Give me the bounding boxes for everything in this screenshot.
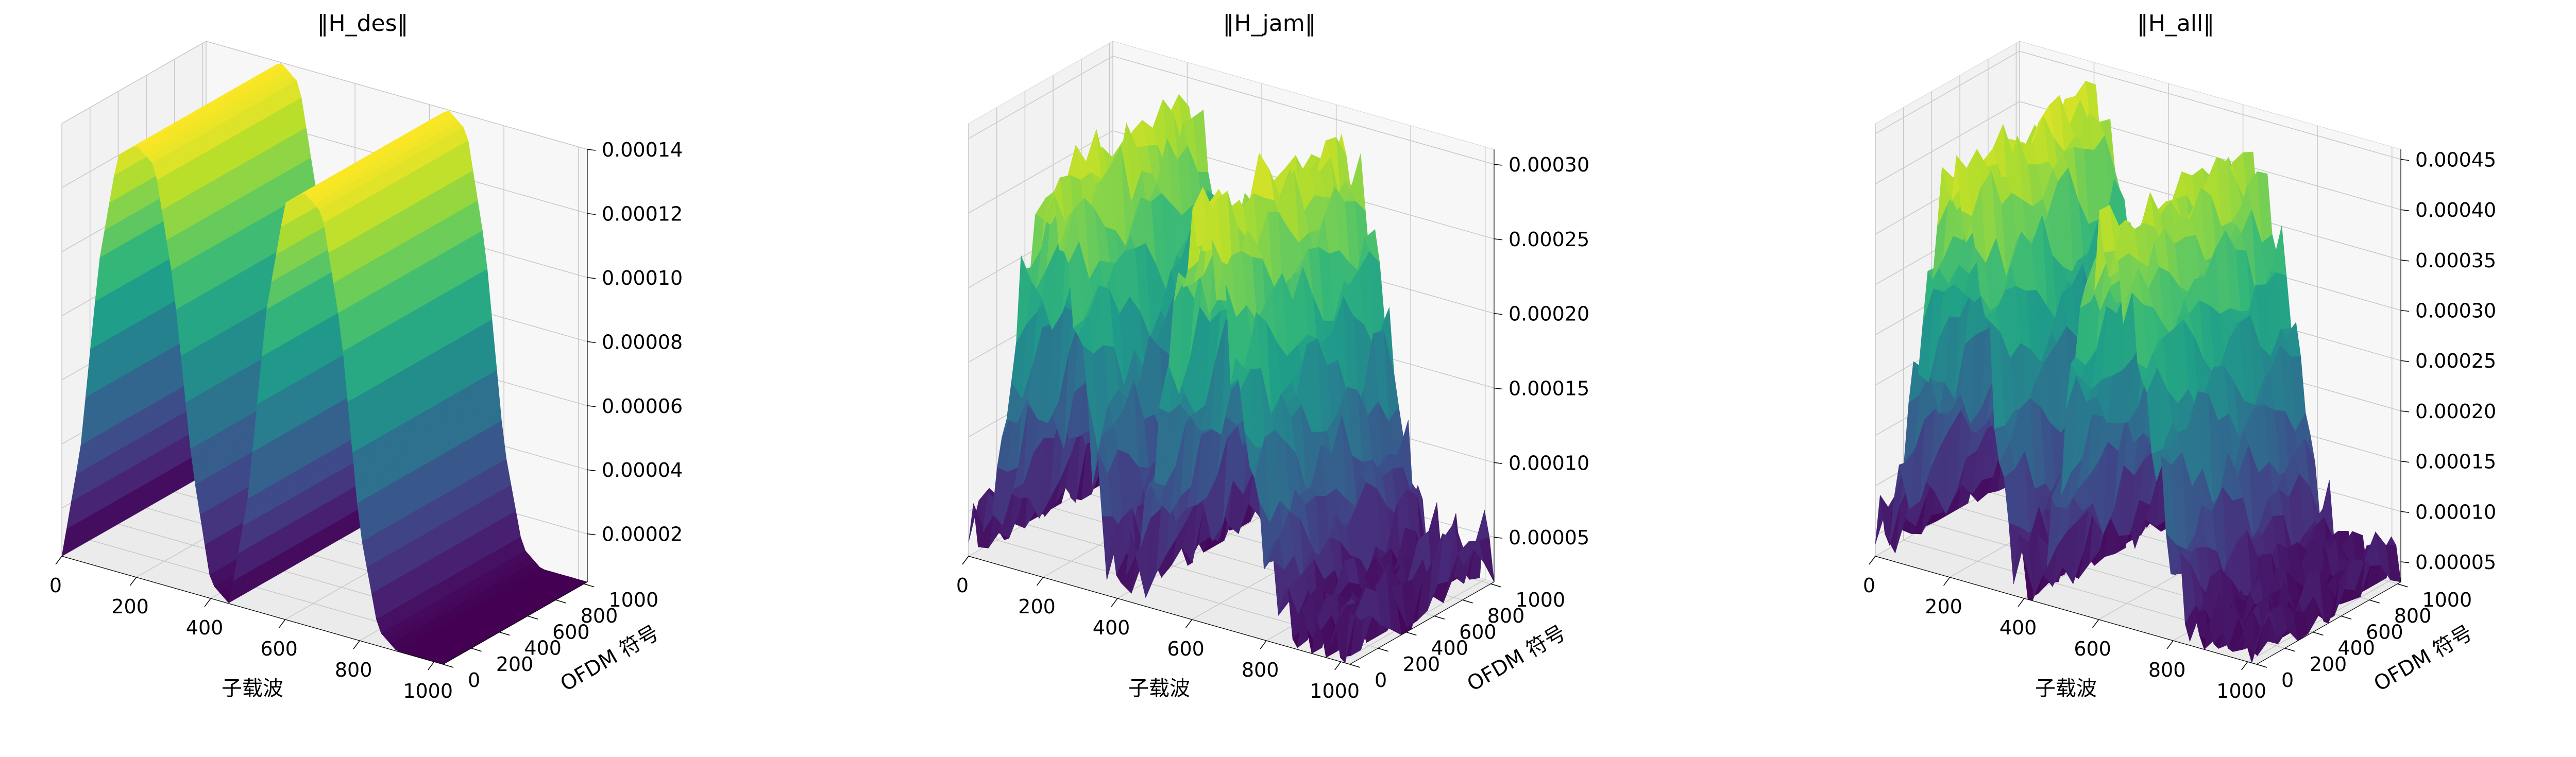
z-tick-label: 0.00025	[2415, 350, 2496, 372]
x-tick-label: 200	[1925, 595, 1962, 618]
y-tick-label: 800	[2394, 605, 2432, 627]
x-axis-label: 子载波	[1128, 677, 1190, 700]
z-tick-label: 0.00035	[2415, 249, 2496, 272]
chart-title-h-jam: ‖H_jam‖	[1223, 10, 1316, 37]
x-tick-label: 1000	[403, 680, 453, 702]
y-tick-label: 0	[2281, 669, 2294, 692]
x-axis-line	[61, 556, 444, 665]
x-tick-label: 0	[49, 574, 62, 597]
x-tick-label: 1000	[1310, 680, 1360, 702]
x-axis-label: 子载波	[222, 677, 283, 700]
y-tick-label: 800	[1487, 605, 1525, 627]
x-axis-label: 子载波	[2035, 677, 2097, 700]
surface-mesh	[1875, 80, 2401, 664]
y-tick-label: 400	[1431, 637, 1468, 660]
y-axis-line	[443, 581, 588, 665]
y-tick-label: 0	[1375, 669, 1387, 692]
y-tick-label: 200	[1403, 653, 1440, 676]
y-tick-label: 400	[524, 637, 562, 660]
z-tick-label: 0.00030	[1509, 153, 1589, 176]
y-tick-label: 1000	[608, 589, 658, 611]
y-tick-label: 400	[2337, 637, 2375, 660]
x-tick-label: 1000	[2216, 680, 2266, 702]
x-tick-label: 600	[2074, 638, 2111, 660]
z-tick-label: 0.00025	[1509, 228, 1589, 251]
x-tick-label: 400	[1999, 616, 2037, 639]
x-tick-label: 400	[186, 616, 224, 639]
z-tick-label: 0.00040	[2415, 199, 2496, 221]
z-tick-label: 0.00020	[2415, 400, 2496, 423]
y-tick-label: 1000	[2422, 589, 2472, 611]
x-tick-label: 800	[2148, 659, 2186, 681]
z-tick-label: 0.00030	[2415, 300, 2496, 322]
x-tick-label: 200	[1018, 595, 1056, 618]
x-tick-label: 600	[1167, 638, 1205, 660]
x-tick-label: 800	[335, 659, 372, 681]
z-tick-label: 0.00010	[1509, 452, 1589, 474]
chart-title-h-des: ‖H_des‖	[317, 10, 409, 37]
z-tick-label: 0.00015	[2415, 451, 2496, 473]
z-tick-label: 0.00004	[602, 459, 683, 481]
x-tick-label: 0	[956, 574, 969, 597]
y-tick-label: 0	[468, 669, 480, 692]
y-tick-label: 200	[2310, 653, 2347, 676]
chart-title-h-all: ‖H_all‖	[2137, 10, 2215, 37]
x-tick-label: 800	[1242, 659, 1279, 681]
z-tick-label: 0.00005	[2415, 551, 2496, 574]
y-axis-line	[2256, 581, 2401, 665]
y-tick-label: 600	[1459, 621, 1497, 643]
z-tick-label: 0.00014	[602, 139, 683, 161]
z-tick-label: 0.00006	[602, 395, 683, 418]
z-tick-label: 0.00045	[2415, 149, 2496, 171]
y-tick-label: 800	[581, 605, 618, 627]
surface-mesh	[61, 64, 588, 665]
surface-mesh	[968, 94, 1495, 664]
y-tick-label: 200	[496, 653, 534, 676]
z-tick-label: 0.00015	[1509, 377, 1589, 400]
y-axis-line	[1349, 581, 1495, 665]
z-tick-label: 0.00002	[602, 523, 683, 546]
y-tick-label: 600	[2366, 621, 2403, 643]
y-tick-label: 600	[552, 621, 590, 643]
z-tick-label: 0.00010	[2415, 501, 2496, 523]
x-tick-label: 400	[1093, 616, 1130, 639]
x-tick-label: 600	[260, 638, 298, 660]
z-tick-label: 0.00012	[602, 202, 683, 225]
z-tick-label: 0.00008	[602, 331, 683, 353]
x-tick-label: 0	[1863, 574, 1875, 597]
z-tick-label: 0.00020	[1509, 303, 1589, 325]
x-tick-label: 200	[111, 595, 149, 618]
z-tick-label: 0.00005	[1509, 526, 1589, 549]
z-tick-label: 0.00010	[602, 267, 683, 289]
y-tick-label: 1000	[1515, 589, 1565, 611]
x-axis-line	[1875, 556, 2257, 665]
x-axis-line	[968, 556, 1350, 665]
